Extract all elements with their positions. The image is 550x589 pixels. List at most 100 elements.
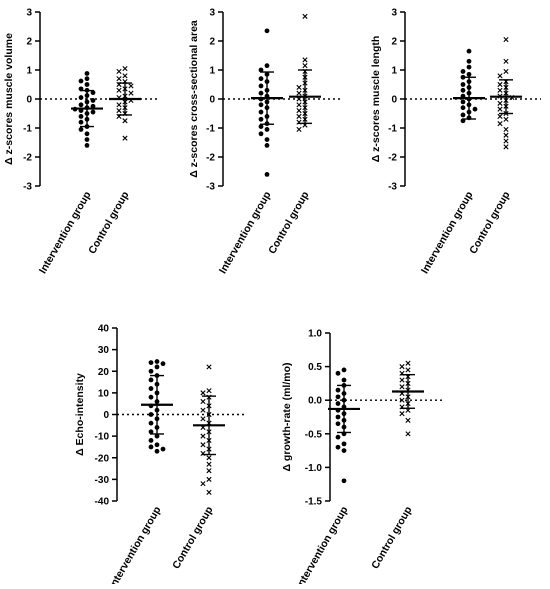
- data-point-dot: [148, 377, 154, 383]
- data-point-cross: [503, 36, 509, 43]
- data-point-dot: [148, 438, 154, 443]
- y-tick-label: 3: [26, 8, 32, 19]
- data-point-cross: [296, 84, 302, 90]
- data-point-cross: [122, 65, 128, 72]
- y-tick-label: -1: [23, 124, 32, 135]
- data-point-dot: [154, 364, 160, 370]
- data-point-cross: [116, 87, 122, 93]
- category-label: Intervention group: [419, 190, 476, 276]
- data-point-cross: [122, 135, 128, 141]
- data-point-cross: [296, 113, 302, 119]
- data-point-cross: [200, 481, 206, 487]
- chart-panel-2: -3 -2 -1 0 1 2 3 Δ z-scores cross-sectional are…: [188, 8, 340, 276]
- chart-panel-3: -3 -2 -1 0 1 2 3 Δ z-scores muscle length Interv…: [370, 8, 541, 276]
- data-point-cross: [497, 87, 503, 93]
- data-point-dot: [335, 394, 341, 400]
- y-tick-label: -2: [206, 153, 215, 164]
- data-point-dot: [341, 367, 347, 373]
- data-point-cross: [116, 76, 122, 82]
- data-point-dot: [466, 58, 472, 64]
- data-point-cross: [200, 433, 206, 439]
- y-tick-label: 0.5: [308, 362, 322, 373]
- data-point-cross: [116, 102, 122, 108]
- data-point-dot: [84, 71, 90, 76]
- data-point-dot: [258, 83, 264, 89]
- data-point-cross: [200, 390, 206, 396]
- category-label: Control group: [170, 505, 215, 572]
- chart-panel-4: -40 -30 -20 -10 0 10 20 30 40 Δ Echo-intensity Int…: [74, 324, 244, 589]
- y-tick-label: -1.5: [305, 497, 323, 508]
- y-tick-label: -3: [23, 182, 32, 193]
- data-point-dot: [258, 102, 264, 108]
- data-point-cross: [296, 90, 302, 96]
- data-point-cross: [399, 364, 405, 370]
- y-tick-label: 0: [209, 95, 215, 106]
- y-tick-label: -2: [388, 153, 397, 164]
- y-tick-label: 1.0: [308, 329, 322, 340]
- y-tick-label: 3: [209, 8, 215, 19]
- data-point-cross: [206, 455, 212, 461]
- y-tick-label: 2: [209, 37, 215, 48]
- data-point-dot: [264, 28, 270, 34]
- y-tick-label: 30: [98, 345, 110, 356]
- data-point-dot: [341, 377, 347, 383]
- data-point-cross: [405, 417, 411, 423]
- y-tick-label: -2: [23, 153, 32, 164]
- data-point-dot: [258, 109, 264, 115]
- y-tick-label: 1: [26, 66, 32, 77]
- data-point-dot: [341, 478, 347, 484]
- data-point-cross: [116, 108, 122, 114]
- category-label: Intervention group: [37, 190, 94, 276]
- data-point-cross: [399, 397, 405, 403]
- data-point-cross: [206, 364, 212, 370]
- data-point-dot: [472, 106, 478, 112]
- y-tick-label: -20: [95, 453, 110, 464]
- y-tick-label: 2: [391, 37, 397, 48]
- y-tick-label: -1: [388, 124, 397, 135]
- data-point-dot: [466, 64, 472, 70]
- data-point-cross: [399, 411, 405, 417]
- y-axis-title: Δ z-scores cross-sectional area: [188, 20, 200, 178]
- data-point-dot: [160, 446, 166, 452]
- data-point-cross: [503, 144, 509, 150]
- data-point-dot: [148, 368, 154, 374]
- y-axis-title: Δ z-scores muscle length: [370, 36, 382, 163]
- data-point-cross: [503, 116, 509, 122]
- y-tick-label: -10: [95, 432, 110, 443]
- y-tick-label: 3: [391, 8, 397, 19]
- data-point-cross: [399, 384, 405, 390]
- data-point-cross: [497, 113, 503, 119]
- data-point-dot: [90, 90, 96, 96]
- y-tick-label: 2: [26, 37, 32, 48]
- category-label: Control group: [369, 505, 414, 572]
- data-point-dot: [258, 90, 264, 96]
- data-point-cross: [497, 81, 503, 88]
- data-point-cross: [206, 489, 212, 495]
- category-label: Control group: [266, 190, 311, 257]
- data-point-cross: [302, 63, 308, 69]
- y-axis-title: Δ z-scores muscle volume: [3, 33, 15, 165]
- data-point-dot: [335, 401, 341, 406]
- data-point-cross: [503, 132, 509, 138]
- data-point-dot: [84, 76, 90, 82]
- data-point-dot: [154, 433, 160, 439]
- data-point-dot: [148, 386, 154, 391]
- data-point-cross: [497, 106, 503, 112]
- data-point-dot: [258, 131, 264, 137]
- data-point-dot: [90, 98, 96, 103]
- chart-panel-5: -1.5 -1.0 -0.5 0.0 0.5 1.0 Δ growth-rate (ml/m…: [281, 329, 443, 589]
- data-point-dot: [258, 116, 264, 122]
- y-tick-label: 0: [26, 95, 32, 106]
- y-tick-label: 1: [209, 66, 215, 77]
- data-point-dot: [148, 429, 154, 435]
- y-tick-label: 10: [98, 388, 110, 399]
- data-point-dot: [84, 143, 90, 148]
- y-tick-label: -1.0: [305, 463, 323, 474]
- y-axis-title: Δ Echo-intensity: [74, 373, 86, 456]
- data-point-dot: [78, 127, 84, 132]
- y-axis-title: Δ growth-rate (ml/mo): [281, 362, 293, 471]
- data-point-dot: [264, 172, 270, 177]
- data-point-dot: [460, 99, 466, 105]
